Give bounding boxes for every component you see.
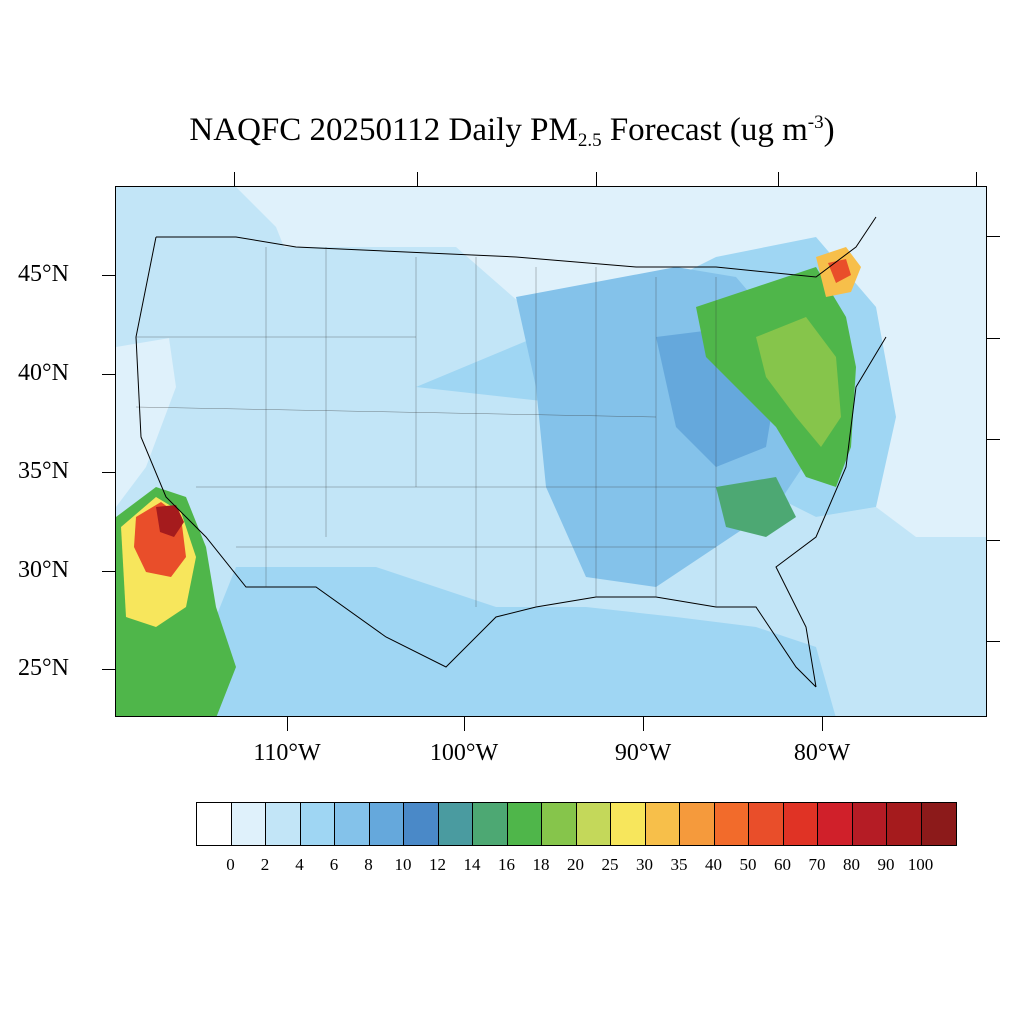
lat-tick-left-45 [102, 275, 115, 276]
colorbar-level-label: 35 [670, 855, 688, 874]
lon-label-90: 90°W [614, 740, 672, 766]
lat-tick-right-4 [987, 540, 1000, 541]
colorbar-level-label: 25 [601, 855, 619, 874]
field-20-25-northeast [756, 317, 841, 447]
field-hotspot-montreal-core [828, 259, 851, 283]
lon-label-100: 100°W [429, 740, 499, 766]
map-title: NAQFC 20250112 Daily PM2.5 Forecast (ug … [0, 112, 1024, 152]
colorbar-level-label: 0 [226, 855, 235, 874]
colorbar-cell [680, 803, 715, 845]
colorbar-cell [438, 803, 473, 845]
colorbar-level-label: 100 [907, 855, 934, 874]
colorbar-cell [921, 803, 956, 845]
colorbar-level-label: 16 [498, 855, 515, 874]
lat-tick-left-40 [102, 374, 115, 375]
colorbar-level-label: 12 [429, 855, 446, 874]
lon-tick-bottom-90 [643, 717, 644, 731]
colorbar-cell [300, 803, 335, 845]
colorbar-labels: 0 2 4 6 8 10 12 14 16 18 20 25 30 35 40 50 60 70 80 90 100 [0, 855, 1024, 879]
colorbar-level-label: 8 [364, 855, 373, 874]
field-16-18-carolinas [716, 477, 796, 537]
lon-label-110: 110°W [253, 740, 321, 766]
pm25-colorbar [196, 802, 957, 846]
state-lines [135, 247, 717, 607]
pm25-field-map [116, 187, 986, 716]
colorbar-level-label: 50 [739, 855, 757, 874]
colorbar-cell [783, 803, 818, 845]
title-superscript: -3 [807, 112, 824, 133]
field-6-8-south [216, 567, 836, 716]
lon-tick-top-1 [234, 172, 235, 186]
title-main: NAQFC 20250112 Daily PM [189, 112, 578, 148]
colorbar-cell [473, 803, 508, 845]
lat-tick-right-5 [987, 641, 1000, 642]
colorbar-cell [266, 803, 301, 845]
field-4-6-northwest [116, 187, 296, 347]
lat-label-25: 25°N [18, 655, 69, 681]
colorbar-cell [576, 803, 611, 845]
colorbar-level-label: 60 [774, 855, 791, 874]
title-close: ) [823, 112, 835, 148]
lat-tick-left-30 [102, 571, 115, 572]
colorbar-level-label: 20 [567, 855, 584, 874]
lon-tick-top-4 [778, 172, 779, 186]
colorbar-cell [197, 803, 232, 845]
colorbar-cell [749, 803, 784, 845]
colorbar-level-label: 4 [295, 855, 304, 874]
colorbar-level-label: 6 [329, 855, 339, 874]
lat-label-45: 45°N [18, 261, 69, 287]
lat-tick-right-3 [987, 439, 1000, 440]
lon-tick-bottom-110 [287, 717, 288, 731]
lat-tick-left-35 [102, 472, 115, 473]
colorbar-cell [542, 803, 577, 845]
colorbar-cell [714, 803, 749, 845]
colorbar-level-label: 90 [877, 855, 895, 874]
lon-tick-bottom-80 [822, 717, 823, 731]
lon-tick-top-2 [417, 172, 418, 186]
colorbar-cell [887, 803, 922, 845]
colorbar-level-label: 30 [636, 855, 653, 874]
colorbar-level-label: 70 [808, 855, 826, 874]
lat-tick-right-2 [987, 338, 1000, 339]
lat-label-30: 30°N [18, 557, 69, 583]
us-boundary-line [135, 216, 887, 688]
colorbar-cell [507, 803, 542, 845]
colorbar-cell [231, 803, 266, 845]
colorbar-level-label: 80 [843, 855, 860, 874]
lat-label-35: 35°N [18, 458, 69, 484]
map-panel[interactable] [115, 186, 987, 717]
title-units: Forecast (ug m [601, 112, 808, 148]
colorbar-cell [818, 803, 853, 845]
colorbar-cell [645, 803, 680, 845]
colorbar-level-label: 14 [463, 855, 481, 874]
colorbar-level-label: 10 [394, 855, 412, 874]
lat-tick-right-1 [987, 236, 1000, 237]
lon-tick-top-3 [596, 172, 597, 186]
lon-tick-bottom-100 [464, 717, 465, 731]
colorbar-level-label: 40 [705, 855, 722, 874]
colorbar-cell [404, 803, 439, 845]
field-80-100-california [156, 505, 184, 537]
lon-label-80: 80°W [793, 740, 851, 766]
title-subscript: 2.5 [577, 130, 602, 151]
colorbar-cell [852, 803, 887, 845]
colorbar-level-label: 18 [532, 855, 550, 874]
lon-tick-top-5 [976, 172, 977, 186]
lat-label-40: 40°N [18, 360, 69, 386]
colorbar-cell [369, 803, 404, 845]
lat-tick-left-25 [102, 669, 115, 670]
colorbar-cell [611, 803, 646, 845]
colorbar-cell [335, 803, 370, 845]
colorbar-level-label: 2 [260, 855, 270, 874]
